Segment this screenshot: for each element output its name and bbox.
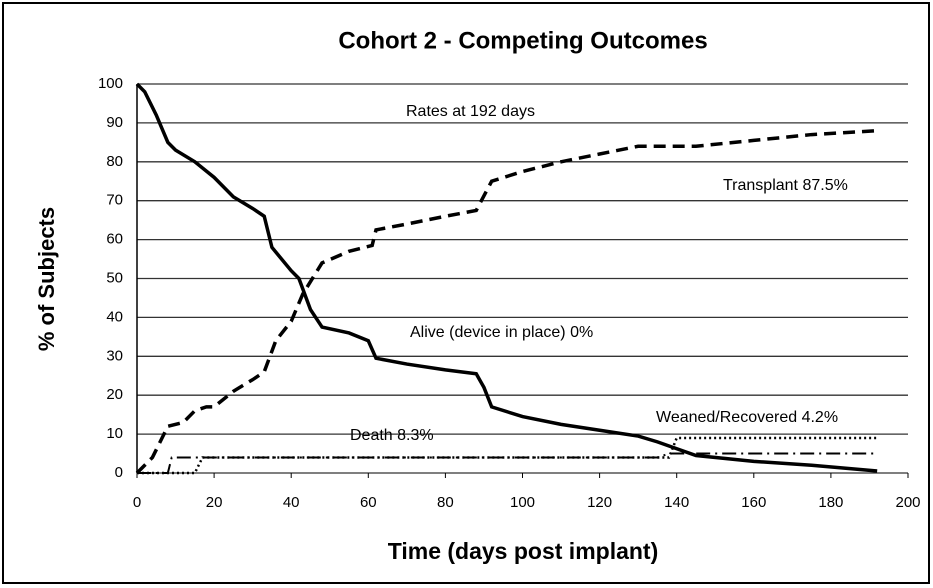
y-tick-label: 0 — [115, 464, 123, 481]
x-tick-label: 160 — [741, 494, 766, 511]
x-tick-label: 20 — [206, 494, 223, 511]
x-tick-label: 180 — [818, 494, 843, 511]
annotation: Death 8.3% — [350, 427, 434, 444]
y-tick-label: 30 — [106, 347, 123, 364]
y-tick-label: 80 — [106, 153, 123, 170]
x-tick-label: 80 — [437, 494, 454, 511]
y-axis-label: % of Subjects — [34, 207, 59, 351]
x-tick-label: 100 — [510, 494, 535, 511]
y-tick-label: 60 — [106, 231, 123, 248]
y-tick-label: 90 — [106, 114, 123, 131]
y-tick-label: 10 — [106, 425, 123, 442]
y-tick-label: 100 — [98, 75, 123, 92]
annotation: Rates at 192 days — [406, 103, 535, 120]
x-tick-label: 200 — [895, 494, 920, 511]
annotation: Transplant 87.5% — [723, 177, 848, 194]
y-tick-label: 70 — [106, 192, 123, 209]
x-tick-label: 140 — [664, 494, 689, 511]
y-tick-label: 40 — [106, 308, 123, 325]
y-tick-label: 50 — [106, 269, 123, 286]
series-line — [135, 82, 878, 473]
x-axis-label: Time (days post implant) — [388, 538, 659, 564]
series-line — [135, 128, 878, 475]
series-line — [137, 436, 878, 475]
x-tick-label: 40 — [283, 494, 300, 511]
x-tick-label: 120 — [587, 494, 612, 511]
series-line — [137, 452, 878, 474]
x-tick-label: 60 — [360, 494, 377, 511]
annotation: Alive (device in place) 0% — [410, 324, 593, 341]
x-tick-label: 0 — [133, 494, 141, 511]
y-tick-label: 20 — [106, 386, 123, 403]
annotation: Weaned/Recovered 4.2% — [656, 409, 838, 426]
chart-title: Cohort 2 - Competing Outcomes — [338, 27, 707, 54]
